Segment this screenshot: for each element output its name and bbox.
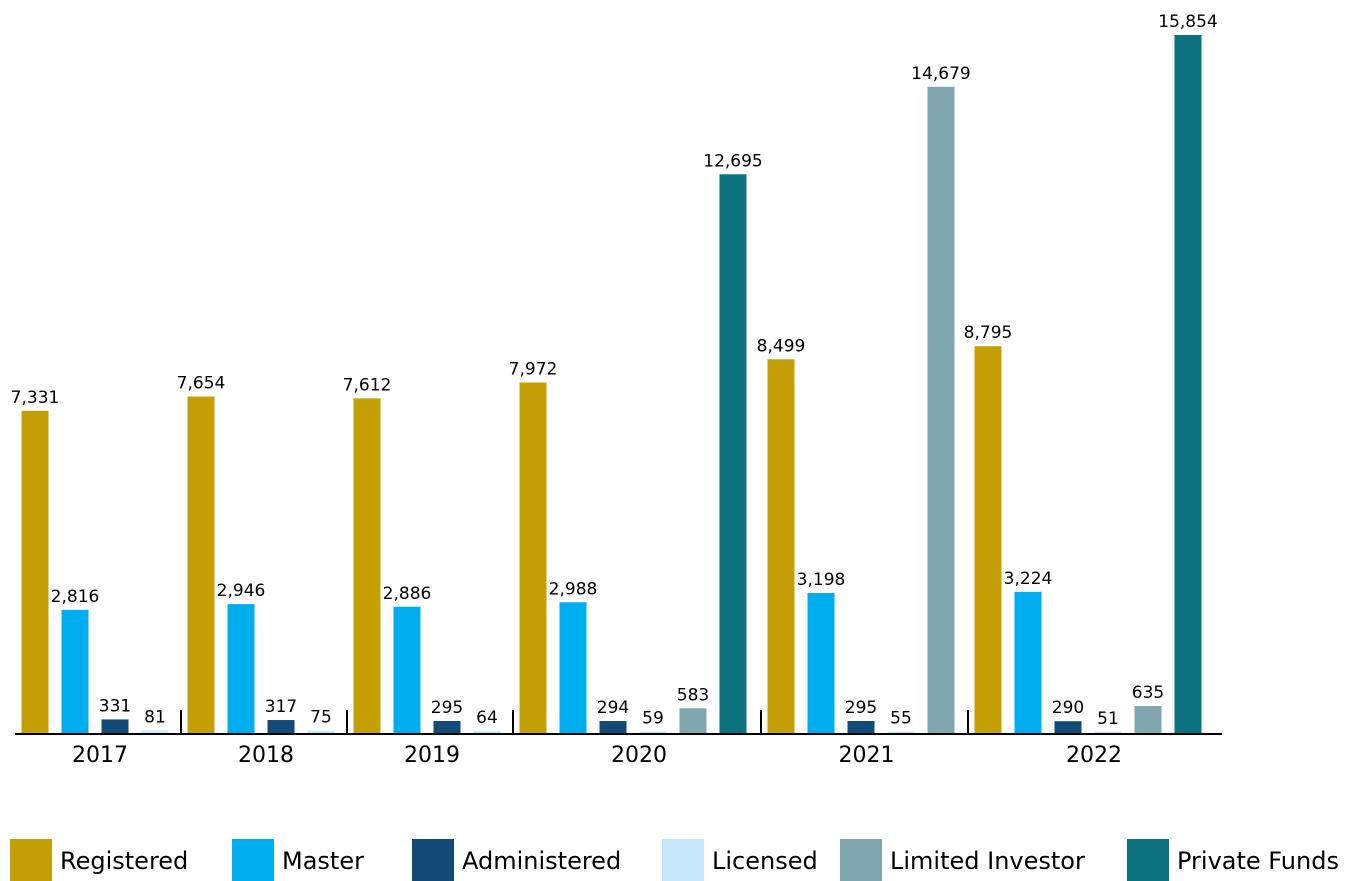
data-label: 75: [310, 708, 332, 728]
data-label: 295: [431, 698, 463, 718]
bar: [187, 396, 215, 734]
bar: [847, 720, 875, 734]
legend-swatch: [840, 839, 882, 881]
data-label: 7,612: [343, 375, 392, 395]
x-tick-label: 2022: [1066, 743, 1122, 768]
bar: [679, 708, 707, 734]
legend-label: Master: [282, 847, 364, 875]
legend-label: Limited Investor: [890, 847, 1085, 875]
data-label: 3,224: [1004, 569, 1053, 589]
data-label: 3,198: [797, 570, 846, 590]
bar: [473, 731, 501, 734]
x-tick-label: 2017: [72, 743, 128, 768]
data-label: 55: [890, 709, 912, 729]
data-label: 331: [99, 696, 131, 716]
bar: [767, 359, 795, 734]
data-label: 635: [1132, 683, 1164, 703]
bar: [1134, 706, 1162, 734]
legend-label: Administered: [462, 847, 621, 875]
bar: [307, 730, 335, 734]
bar: [101, 719, 129, 734]
legend-label: Licensed: [712, 847, 818, 875]
data-label: 294: [597, 698, 629, 718]
bar: [141, 730, 169, 734]
data-label: 8,795: [964, 323, 1013, 343]
bar: [887, 731, 915, 734]
data-label: 59: [642, 708, 664, 728]
bar: [559, 602, 587, 734]
legend-swatch: [232, 839, 274, 881]
x-tick-label: 2021: [839, 743, 895, 768]
legend-label: Private Funds: [1177, 847, 1339, 875]
data-label: 15,854: [1158, 12, 1217, 32]
bar: [519, 382, 547, 734]
data-label: 2,816: [51, 587, 100, 607]
bar: [393, 606, 421, 734]
legend-swatch: [1127, 839, 1169, 881]
bar: [1174, 35, 1202, 734]
bar: [974, 346, 1002, 734]
bar: [927, 86, 955, 734]
data-label: 14,679: [911, 64, 970, 84]
bar: [719, 174, 747, 735]
data-label: 2,946: [217, 581, 266, 601]
data-label: 81: [144, 707, 166, 727]
data-label: 8,499: [757, 336, 806, 356]
x-tick-label: 2020: [611, 743, 667, 768]
data-label: 583: [677, 685, 709, 705]
bar: [61, 609, 89, 734]
x-tick-label: 2018: [238, 743, 294, 768]
bar: [1054, 721, 1082, 734]
data-label: 2,988: [549, 579, 598, 599]
data-label: 290: [1052, 698, 1084, 718]
data-label: 2,886: [383, 584, 432, 604]
data-label: 317: [265, 697, 297, 717]
legend-swatch: [412, 839, 454, 881]
bar: [599, 721, 627, 734]
data-label: 7,654: [177, 374, 226, 394]
bar: [639, 731, 667, 734]
legend-swatch: [662, 839, 704, 881]
legend-label: Registered: [60, 847, 188, 875]
bar: [267, 720, 295, 734]
bar: [1094, 731, 1122, 734]
data-label: 12,695: [703, 151, 762, 171]
data-label: 7,331: [11, 388, 60, 408]
bar: [433, 720, 461, 734]
data-label: 51: [1097, 709, 1119, 729]
bar: [1014, 591, 1042, 734]
bar: [807, 593, 835, 734]
bar: [227, 604, 255, 734]
bar: [21, 410, 49, 734]
bar: [353, 398, 381, 734]
x-tick-label: 2019: [404, 743, 460, 768]
legend-swatch: [10, 839, 52, 881]
data-label: 64: [476, 708, 498, 728]
data-label: 295: [845, 698, 877, 718]
data-label: 7,972: [509, 360, 558, 380]
